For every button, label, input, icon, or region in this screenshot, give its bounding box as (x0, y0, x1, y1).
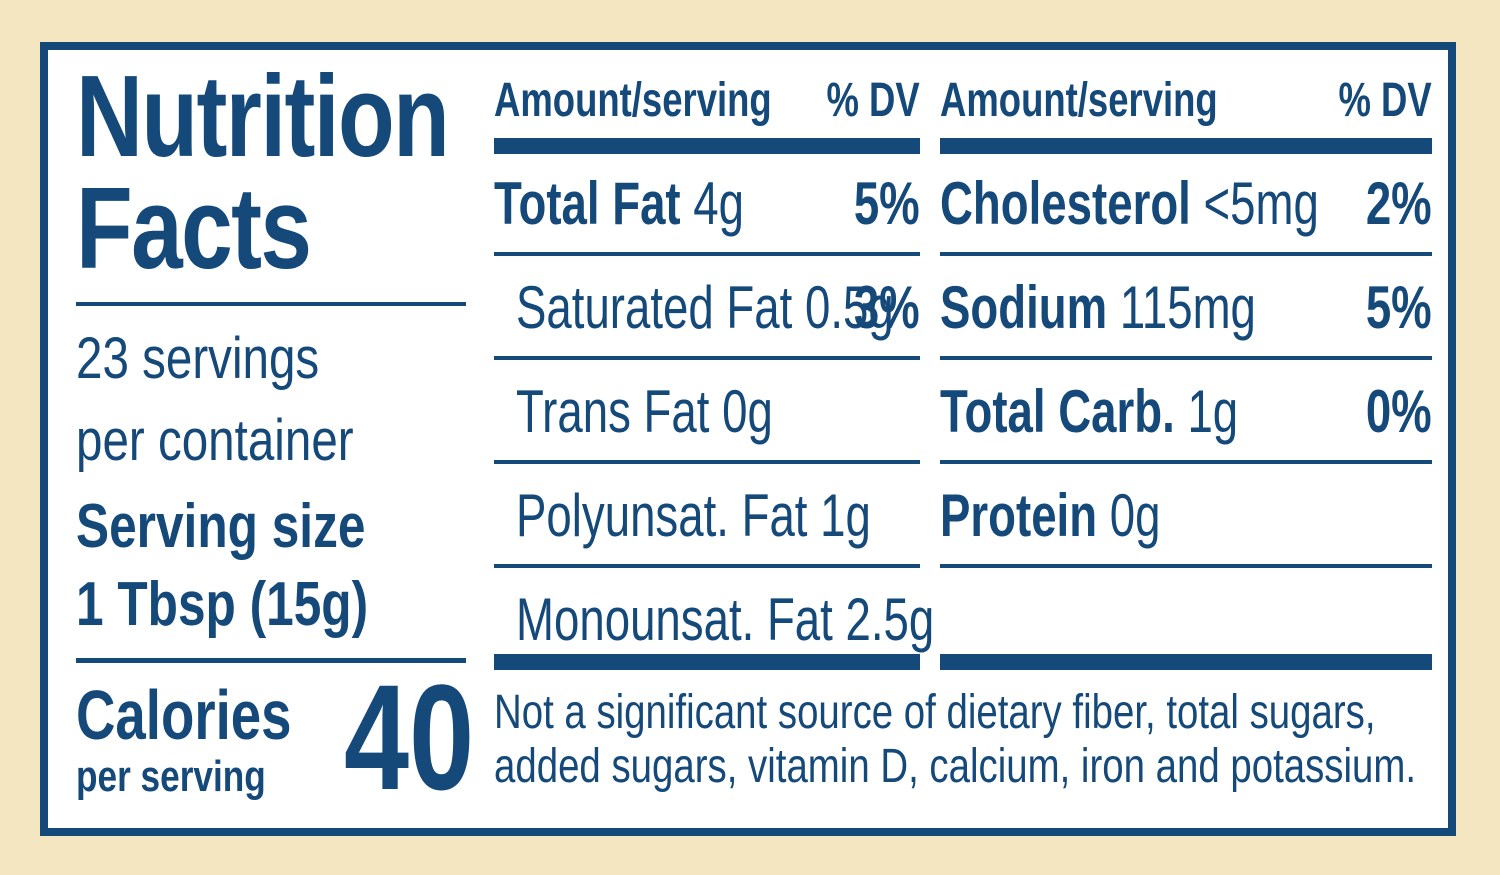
nutrient-name: Total Fat (494, 170, 681, 237)
calories-value: 40 (344, 662, 511, 812)
row-divider (940, 460, 1432, 464)
nutrient-name: Sodium (940, 274, 1108, 341)
servings-line-2: per container (76, 408, 354, 473)
title-line-1: Nutrition (76, 51, 450, 181)
nutrition-facts-panel: Nutrition Facts 23 servings per containe… (40, 42, 1456, 836)
nutrient-amount: 1g (1187, 378, 1239, 445)
row-divider (940, 252, 1432, 256)
nutrient-amount: 4g (693, 170, 745, 237)
nutrient-amount: 0g (722, 378, 773, 445)
serving-divider (76, 658, 466, 663)
nutrient-name: Saturated Fat (516, 274, 793, 341)
column-header-left: Amount/serving % DV (494, 64, 920, 138)
header-dv-left: % DV (826, 74, 920, 127)
row-divider (494, 356, 920, 360)
nutrient-amount: 1g (820, 482, 871, 549)
nutrient-name: Total Carb. (940, 378, 1175, 445)
nutrient-amount: 2.5g (845, 586, 935, 653)
nutrient-row: Saturated Fat 0.5g 3% (494, 258, 920, 358)
calories-per-serving: per serving (76, 752, 313, 802)
nutrient-name: Trans Fat (516, 378, 710, 445)
header-dv-right: % DV (1338, 74, 1432, 127)
bottom-rule-left (494, 654, 920, 670)
nutrient-amount: <5mg (1203, 170, 1319, 237)
nutrition-facts-title: Nutrition Facts (76, 51, 541, 293)
nutrient-amount: 0g (1109, 482, 1161, 549)
row-divider (940, 356, 1432, 360)
title-line-2: Facts (76, 163, 312, 293)
footnote-line-1: Not a significant source of dietary fibe… (494, 686, 1376, 739)
nutrient-row: Monounsat. Fat 2.5g (494, 570, 934, 670)
bottom-rule-right (940, 654, 1432, 670)
nutrient-row: Trans Fat 0g (494, 362, 920, 462)
nutrient-dv: 0% (1366, 378, 1432, 445)
serving-size-value: 1 Tbsp (15g) (76, 570, 369, 639)
nutrient-name: Cholesterol (940, 170, 1191, 237)
nutrient-row: Total Carb. 1g 0% (940, 362, 1432, 462)
footnote-line-2: added sugars, vitamin D, calcium, iron a… (494, 740, 1417, 793)
nutrient-amount: 115mg (1119, 274, 1256, 341)
nutrient-row: Protein 0g (940, 466, 1432, 566)
nutrient-dv: 2% (1366, 170, 1432, 237)
nutrient-dv: 5% (1366, 274, 1432, 341)
nutrient-dv: 5% (854, 170, 920, 237)
servings-per-container: 23 servings per container (76, 318, 415, 482)
footnote: Not a significant source of dietary fibe… (494, 686, 1500, 794)
nutrient-amount: 0.5g (804, 274, 894, 341)
nutrient-row: Total Fat 4g 5% (494, 154, 920, 254)
nutrient-row: Cholesterol <5mg 2% (940, 154, 1432, 254)
header-amount-right: Amount/serving (940, 74, 1218, 127)
serving-size-label: Serving size (76, 492, 366, 561)
calories-label-text: Calories (76, 676, 292, 754)
nutrient-column-left: Amount/serving % DV Total Fat 4g 5% Satura… (494, 64, 934, 674)
header-amount-left: Amount/serving (494, 74, 772, 127)
row-divider (494, 252, 920, 256)
title-divider (76, 302, 466, 306)
nutrient-name: Polyunsat. Fat (516, 482, 808, 549)
nutrient-name: Monounsat. Fat (516, 586, 833, 653)
per-serving-text: per serving (76, 752, 266, 801)
calories-number: 40 (344, 653, 475, 821)
servings-line-1: 23 servings (76, 326, 320, 391)
calories-label: Calories (76, 678, 352, 752)
header-rule-left (494, 138, 920, 154)
header-rule-right (940, 138, 1432, 154)
nutrient-row: Sodium 115mg 5% (940, 258, 1432, 358)
nutrient-column-right: Amount/serving % DV Cholesterol <5mg 2% So… (940, 64, 1432, 674)
row-divider (494, 564, 920, 568)
nutrient-row: Polyunsat. Fat 1g (494, 466, 920, 566)
row-divider (494, 460, 920, 464)
nutrient-name: Protein (940, 482, 1098, 549)
row-divider (940, 564, 1432, 568)
nutrient-dv: 3% (854, 274, 920, 341)
serving-size: Serving size 1 Tbsp (15g) (76, 488, 441, 644)
column-header-right: Amount/serving % DV (940, 64, 1432, 138)
